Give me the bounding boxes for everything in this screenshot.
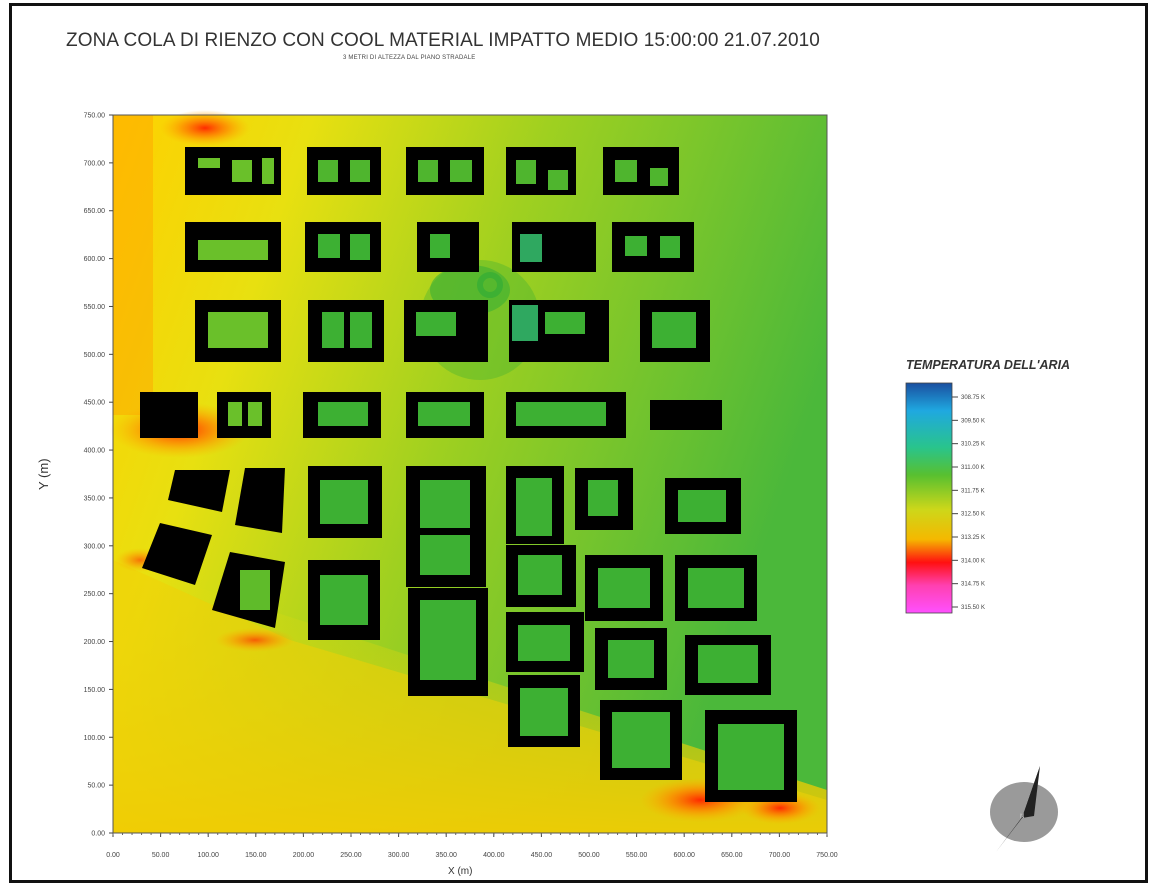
y-tick-label: 150.00 — [84, 687, 106, 694]
y-tick-label: 100.00 — [84, 735, 106, 742]
plot-area-border — [112, 114, 828, 834]
legend-tick-label: 310.25 K — [961, 442, 985, 448]
building — [406, 147, 484, 195]
building — [612, 222, 694, 272]
y-tick-label: 200.00 — [84, 639, 106, 646]
building — [140, 392, 198, 438]
building — [217, 392, 271, 438]
x-tick-label: 350.00 — [435, 852, 457, 859]
map-title: ZONA COLA DI RIENZO CON COOL MATERIAL IM… — [66, 30, 820, 51]
legend-tick-label: 311.00 K — [961, 465, 985, 471]
legend-tick-label: 314.00 K — [961, 558, 985, 564]
legend-tick-label: 315.50 K — [961, 605, 985, 611]
legend-tick-label: 312.50 K — [961, 512, 985, 518]
building — [650, 400, 722, 430]
y-tick-label: 50.00 — [87, 783, 105, 790]
x-tick-label: 600.00 — [673, 852, 695, 859]
legend-tick-label: 313.25 K — [961, 535, 985, 541]
x-tick-label: 700.00 — [769, 852, 791, 859]
legend-title: TEMPERATURA DELL'ARIA — [906, 358, 1071, 372]
legend-tick-labels: 308.75 K 309.50 K 310.25 K 311.00 K 311.75 K… — [952, 395, 985, 611]
building — [168, 470, 230, 512]
building — [308, 300, 384, 362]
x-tick-label: 250.00 — [340, 852, 362, 859]
y-tick-label: 700.00 — [84, 160, 106, 167]
building — [235, 468, 285, 533]
building — [142, 523, 212, 585]
x-tick-label: 500.00 — [578, 852, 600, 859]
y-tick-label: 300.00 — [84, 543, 106, 550]
y-tick-label: 400.00 — [84, 448, 106, 455]
x-tick-label: 0.00 — [106, 852, 120, 859]
x-axis: 0.00 50.00 100.00 150.00 200.00 250.00 300.00 3… — [106, 833, 838, 859]
y-tick-label: 450.00 — [84, 400, 106, 407]
legend-tick-label: 309.50 K — [961, 418, 985, 424]
x-axis-label: X (m) — [448, 866, 473, 877]
y-tick-label: 600.00 — [84, 256, 106, 263]
y-tick-label: 550.00 — [84, 304, 106, 311]
x-tick-label: 450.00 — [531, 852, 553, 859]
legend-tick-label: 308.75 K — [961, 395, 985, 401]
x-tick-label: 550.00 — [626, 852, 648, 859]
north-arrow-compass: N — [990, 766, 1058, 852]
x-tick-label: 100.00 — [197, 852, 219, 859]
courtyards — [198, 158, 784, 790]
y-axis-label: Y (m) — [36, 458, 51, 490]
x-tick-label: 750.00 — [816, 852, 838, 859]
y-tick-label: 350.00 — [84, 495, 106, 502]
y-axis: 0.00 50.00 100.00 150.00 200.00 250.00 300.00 3… — [84, 113, 113, 838]
map-subtitle: 3 METRI DI ALTEZZA DAL PIANO STRADALE — [343, 55, 476, 61]
x-tick-label: 650.00 — [721, 852, 743, 859]
legend-colorbar — [905, 382, 953, 614]
legend-tick-label: 314.75 K — [961, 582, 985, 588]
y-tick-label: 650.00 — [84, 208, 106, 215]
y-tick-label: 500.00 — [84, 352, 106, 359]
compass-disc — [990, 782, 1058, 842]
y-tick-label: 750.00 — [84, 113, 106, 120]
x-tick-label: 200.00 — [293, 852, 315, 859]
x-tick-label: 50.00 — [152, 852, 170, 859]
legend-tick-label: 311.75 K — [961, 488, 985, 494]
compass-label: N — [1020, 814, 1024, 820]
y-tick-label: 250.00 — [84, 591, 106, 598]
x-tick-label: 400.00 — [483, 852, 505, 859]
y-tick-label: 0.00 — [91, 831, 105, 838]
temperature-legend: 308.75 K 309.50 K 310.25 K 311.00 K 311.75 K… — [905, 382, 985, 614]
x-tick-label: 150.00 — [245, 852, 267, 859]
x-tick-label: 300.00 — [388, 852, 410, 859]
